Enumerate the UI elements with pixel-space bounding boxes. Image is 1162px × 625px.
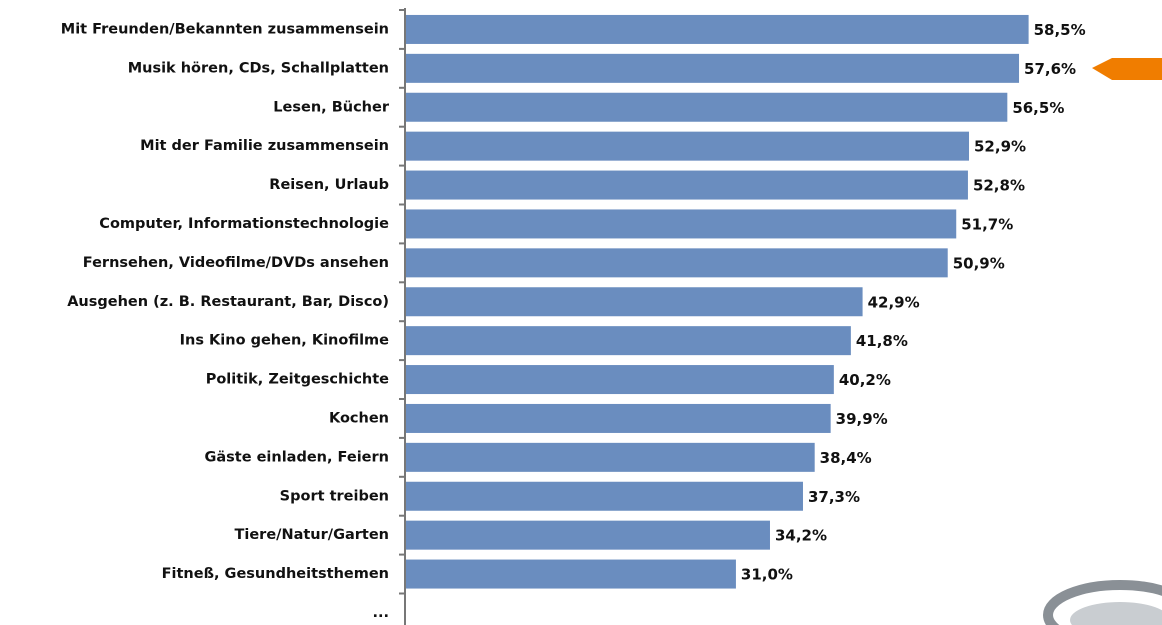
value-label: 50,9% — [953, 254, 1005, 272]
category-label: Fitneß, Gesundheitsthemen — [162, 566, 389, 582]
category-label: Reisen, Urlaub — [269, 177, 389, 193]
bar — [406, 131, 970, 161]
value-label: 40,2% — [839, 371, 891, 389]
category-label: Sport treiben — [280, 488, 389, 504]
bar — [406, 442, 815, 472]
bar — [406, 14, 1029, 44]
value-label: 39,9% — [836, 410, 888, 428]
decoration — [1043, 580, 1162, 625]
value-label: 56,5% — [1012, 99, 1064, 117]
bar — [406, 248, 948, 278]
category-label: Lesen, Bücher — [273, 99, 390, 115]
category-label: Ausgehen (z. B. Restaurant, Bar, Disco) — [67, 294, 389, 310]
bar — [406, 209, 957, 239]
category-label: Ins Kino gehen, Kinofilme — [180, 333, 390, 349]
value-label: 52,9% — [974, 138, 1026, 156]
category-label: Mit Freunden/Bekannten zusammensein — [61, 21, 389, 37]
value-label: 52,8% — [973, 177, 1025, 195]
category-label: Computer, Informationstechnologie — [99, 216, 389, 232]
category-label: Fernsehen, Videofilme/DVDs ansehen — [83, 255, 389, 271]
bar — [406, 287, 863, 317]
category-label: Gäste einladen, Feiern — [204, 449, 389, 465]
bar — [406, 92, 1008, 122]
value-label: 51,7% — [961, 215, 1013, 233]
value-label: 34,2% — [775, 527, 827, 545]
bar — [406, 481, 803, 511]
value-label: 31,0% — [741, 566, 793, 584]
value-label: 37,3% — [808, 488, 860, 506]
category-label: Kochen — [329, 410, 389, 426]
value-label: 42,9% — [868, 293, 920, 311]
value-label: 58,5% — [1034, 21, 1086, 39]
category-label: Politik, Zeitgeschichte — [206, 372, 389, 388]
bar — [406, 520, 770, 550]
bar — [406, 365, 834, 395]
bar — [406, 170, 968, 200]
bar — [406, 326, 851, 356]
category-label: Tiere/Natur/Garten — [234, 527, 389, 543]
category-label: Mit der Familie zusammensein — [140, 138, 389, 154]
value-label: 41,8% — [856, 332, 908, 350]
value-label: 38,4% — [820, 449, 872, 467]
highlight-arrow — [1092, 58, 1162, 80]
category-label: ... — [372, 605, 389, 621]
category-label: Musik hören, CDs, Schallplatten — [128, 60, 389, 76]
bar — [406, 559, 736, 589]
bar — [406, 53, 1020, 83]
bar — [406, 403, 831, 433]
value-label: 57,6% — [1024, 60, 1076, 78]
